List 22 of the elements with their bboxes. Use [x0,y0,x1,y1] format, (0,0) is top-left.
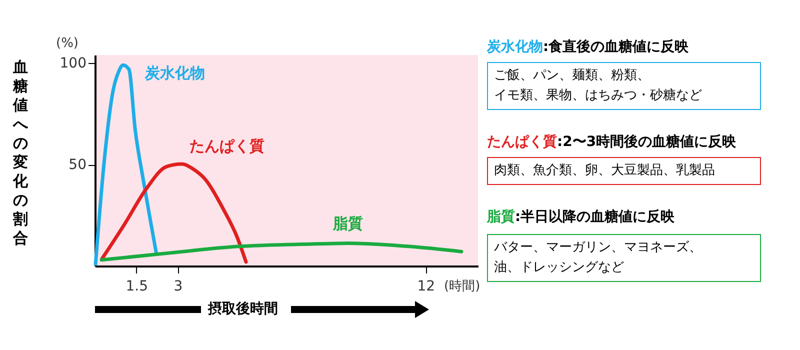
text: 血糖値への変化の割合 [13,58,28,247]
line-series [100,162,248,264]
text: 脂質 [487,209,515,225]
text: 油、ドレッシングなど [494,259,625,277]
line-series [100,242,464,262]
text: バター、マーガリン、マヨネーズ、 [494,239,703,257]
x-axis-title: 摂取後時間 [208,300,278,318]
text: ご飯、パン、麺類、粉類、 [494,67,651,85]
text: (時間) [444,278,480,295]
text: (%) [56,36,78,51]
series-label: 脂質 [332,214,364,232]
x-tick-label: 3 [174,278,183,294]
text: たんぱく質 [487,134,557,150]
series-label: 炭水化物 [144,64,206,82]
text: イモ類、果物、はちみつ・砂糖など [494,87,703,105]
y-tick-label: 100 [60,56,86,72]
series-label: たんぱく質 [190,136,265,155]
x-tick-label: 12 [417,278,436,294]
text: 炭水化物 [487,39,543,55]
text: 肉類、魚介類、卵、大豆製品、乳製品 [494,162,716,180]
x-tick-label: 1.5 [126,278,148,294]
y-tick-label: 50 [68,157,86,174]
